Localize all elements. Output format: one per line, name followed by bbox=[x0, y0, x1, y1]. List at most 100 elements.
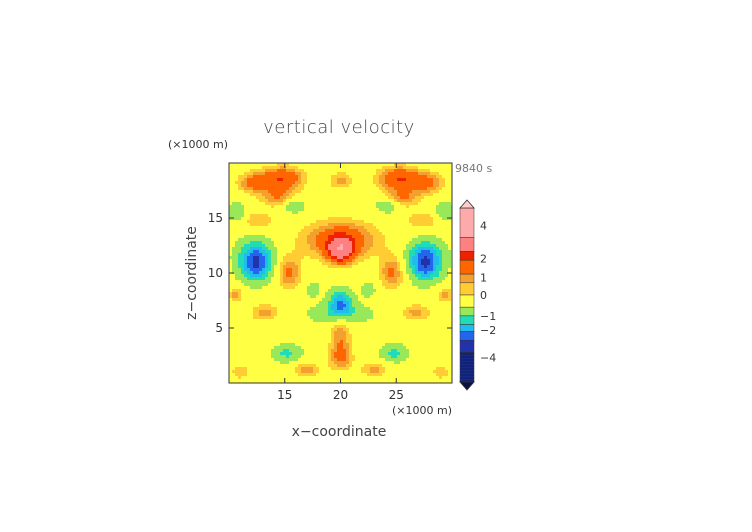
field-cell bbox=[343, 328, 347, 332]
field-cell bbox=[313, 343, 317, 347]
field-cell bbox=[289, 235, 293, 239]
field-cell bbox=[340, 247, 344, 251]
field-cell bbox=[235, 277, 239, 281]
field-cell bbox=[319, 172, 323, 176]
field-cell bbox=[343, 184, 347, 188]
field-cell bbox=[361, 190, 365, 194]
field-cell bbox=[316, 196, 320, 200]
field-cell bbox=[322, 310, 326, 314]
field-cell bbox=[361, 268, 365, 272]
field-cell bbox=[436, 310, 440, 314]
field-cell bbox=[355, 358, 359, 362]
field-cell bbox=[400, 214, 404, 218]
field-cell bbox=[370, 241, 374, 245]
field-cell bbox=[406, 217, 410, 221]
field-cell bbox=[247, 223, 251, 227]
field-cell bbox=[295, 331, 299, 335]
field-cell bbox=[271, 289, 275, 293]
field-cell bbox=[307, 340, 311, 344]
field-cell bbox=[448, 208, 452, 212]
field-cell bbox=[439, 301, 443, 305]
field-cell bbox=[376, 256, 380, 260]
field-cell bbox=[343, 337, 347, 341]
field-cell bbox=[244, 304, 248, 308]
field-cell bbox=[283, 229, 287, 233]
field-cell bbox=[346, 307, 350, 311]
field-cell bbox=[403, 322, 407, 326]
field-cell bbox=[433, 352, 437, 356]
field-cell bbox=[256, 241, 260, 245]
field-cell bbox=[301, 247, 305, 251]
field-cell bbox=[427, 346, 431, 350]
field-cell bbox=[328, 253, 332, 257]
field-cell bbox=[271, 220, 275, 224]
field-cell bbox=[241, 241, 245, 245]
field-cell bbox=[280, 214, 284, 218]
field-cell bbox=[406, 241, 410, 245]
field-cell bbox=[310, 325, 314, 329]
field-cell bbox=[382, 199, 386, 203]
field-cell bbox=[268, 178, 272, 182]
field-cell bbox=[283, 286, 287, 290]
field-cell bbox=[397, 271, 401, 275]
field-cell bbox=[247, 214, 251, 218]
field-cell bbox=[400, 169, 404, 173]
field-cell bbox=[241, 193, 245, 197]
field-cell bbox=[316, 286, 320, 290]
field-cell bbox=[253, 286, 257, 290]
field-cell bbox=[346, 238, 350, 242]
field-cell bbox=[331, 226, 335, 230]
field-cell bbox=[283, 361, 287, 365]
field-cell bbox=[352, 304, 356, 308]
field-cell bbox=[253, 349, 257, 353]
field-cell bbox=[394, 250, 398, 254]
field-cell bbox=[334, 253, 338, 257]
field-cell bbox=[340, 169, 344, 173]
field-cell bbox=[307, 319, 311, 323]
field-cell bbox=[418, 262, 422, 266]
field-cell bbox=[328, 256, 332, 260]
field-cell bbox=[277, 211, 281, 215]
field-cell bbox=[424, 259, 428, 263]
field-cell bbox=[313, 277, 317, 281]
field-cell bbox=[325, 361, 329, 365]
field-cell bbox=[241, 304, 245, 308]
field-cell bbox=[379, 307, 383, 311]
field-cell bbox=[421, 175, 425, 179]
field-cell bbox=[409, 238, 413, 242]
field-cell bbox=[334, 178, 338, 182]
field-cell bbox=[361, 172, 365, 176]
field-cell bbox=[283, 277, 287, 281]
field-cell bbox=[439, 358, 443, 362]
field-cell bbox=[370, 289, 374, 293]
field-cell bbox=[367, 250, 371, 254]
field-cell bbox=[286, 232, 290, 236]
field-cell bbox=[229, 172, 233, 176]
field-cell bbox=[292, 196, 296, 200]
field-cell bbox=[280, 313, 284, 317]
field-cell bbox=[418, 214, 422, 218]
field-cell bbox=[238, 175, 242, 179]
field-cell bbox=[295, 181, 299, 185]
field-cell bbox=[448, 256, 452, 260]
field-cell bbox=[274, 349, 278, 353]
field-cell bbox=[445, 235, 449, 239]
field-cell bbox=[370, 205, 374, 209]
field-cell bbox=[316, 178, 320, 182]
field-cell bbox=[418, 268, 422, 272]
field-cell bbox=[274, 208, 278, 212]
field-cell bbox=[298, 244, 302, 248]
field-cell bbox=[370, 322, 374, 326]
field-cell bbox=[379, 358, 383, 362]
field-cell bbox=[400, 301, 404, 305]
field-cell bbox=[286, 238, 290, 242]
field-cell bbox=[334, 220, 338, 224]
field-cell bbox=[304, 268, 308, 272]
field-cell bbox=[298, 205, 302, 209]
field-cell bbox=[325, 166, 329, 170]
field-cell bbox=[331, 322, 335, 326]
field-cell bbox=[274, 331, 278, 335]
field-cell bbox=[259, 277, 263, 281]
field-cell bbox=[394, 169, 398, 173]
field-cell bbox=[379, 268, 383, 272]
